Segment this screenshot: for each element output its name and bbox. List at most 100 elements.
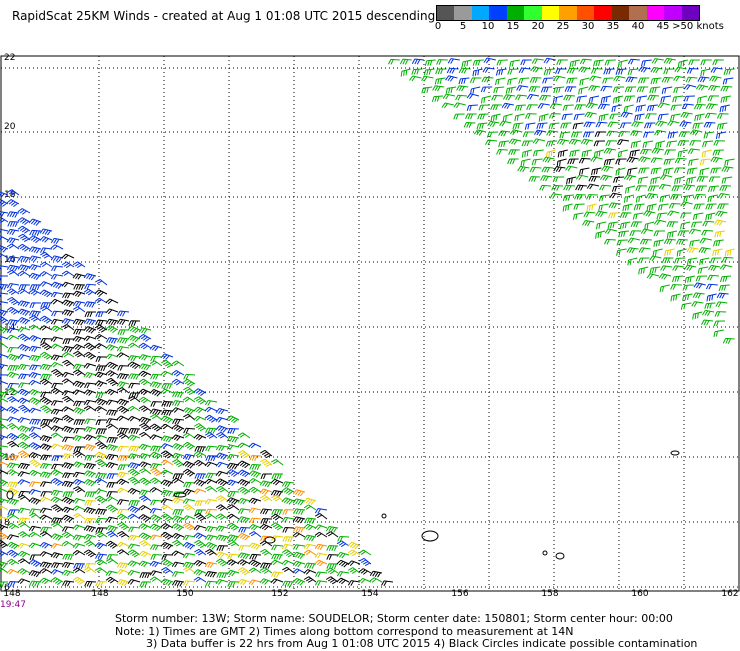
map-frame bbox=[0, 55, 740, 592]
wind-barb bbox=[293, 508, 306, 515]
footer-note-1: Note: 1) Times are GMT 2) Times along bo… bbox=[115, 624, 574, 638]
wind-barb bbox=[677, 149, 688, 158]
wind-barb bbox=[553, 86, 565, 94]
wind-barb bbox=[358, 549, 372, 556]
lon-label: 162 bbox=[721, 589, 738, 599]
wind-barb bbox=[625, 76, 638, 83]
wind-barb bbox=[629, 230, 642, 237]
wind-barb bbox=[292, 551, 306, 560]
wind-barb bbox=[84, 311, 97, 318]
wind-barb bbox=[325, 576, 339, 585]
wind-barb bbox=[160, 498, 174, 504]
wind-barb bbox=[644, 122, 656, 129]
wind-barb bbox=[7, 296, 20, 306]
wind-barb bbox=[520, 59, 532, 66]
island-outline bbox=[542, 550, 548, 556]
wind-barb bbox=[677, 140, 690, 147]
wind-barb bbox=[61, 531, 75, 539]
wind-barb bbox=[658, 273, 672, 280]
wind-barb bbox=[72, 534, 86, 541]
wind-barb bbox=[248, 478, 262, 484]
wind-barb bbox=[61, 444, 75, 452]
wind-barb bbox=[347, 549, 361, 557]
legend-color-bar bbox=[436, 5, 700, 21]
wind-barb bbox=[445, 86, 457, 94]
wind-barb bbox=[619, 212, 632, 219]
wind-barb bbox=[39, 471, 53, 479]
wind-barb bbox=[194, 548, 207, 556]
wind-barb bbox=[94, 495, 108, 504]
wind-barb bbox=[470, 86, 481, 95]
wind-barb bbox=[18, 494, 31, 502]
wind-barb bbox=[688, 158, 699, 166]
wind-barb bbox=[194, 512, 207, 522]
wind-barb bbox=[281, 543, 295, 550]
wind-barb bbox=[39, 261, 53, 268]
wind-barb bbox=[7, 481, 20, 488]
wind-barb bbox=[73, 419, 86, 426]
wind-barb bbox=[6, 319, 20, 326]
wind-barb bbox=[569, 59, 580, 68]
wind-barb bbox=[193, 532, 207, 540]
wind-barb bbox=[106, 530, 119, 538]
wind-barb bbox=[204, 513, 218, 520]
wind-barb bbox=[526, 104, 538, 111]
wind-barb bbox=[626, 156, 639, 163]
wind-barb bbox=[517, 165, 530, 173]
wind-barb bbox=[281, 549, 295, 558]
wind-barb bbox=[17, 471, 31, 477]
wind-barb bbox=[72, 290, 86, 298]
wind-barb bbox=[611, 185, 624, 192]
wind-barb bbox=[72, 524, 86, 531]
lon-label: 148 bbox=[91, 589, 108, 599]
wind-barb bbox=[689, 140, 702, 146]
wind-barb bbox=[182, 468, 196, 477]
wind-barb bbox=[29, 508, 42, 515]
wind-barb bbox=[62, 359, 75, 367]
wind-barb bbox=[204, 561, 218, 569]
wind-barb bbox=[149, 507, 163, 514]
wind-barb bbox=[127, 462, 141, 470]
wind-barb bbox=[149, 523, 163, 532]
wind-barb bbox=[0, 235, 9, 241]
wind-barb bbox=[653, 239, 664, 247]
wind-barb bbox=[40, 526, 53, 533]
wind-barb bbox=[61, 270, 75, 277]
legend-swatch bbox=[681, 6, 700, 20]
wind-barb bbox=[694, 193, 706, 200]
wind-barb bbox=[226, 504, 240, 511]
wind-barb bbox=[127, 560, 141, 567]
wind-barb bbox=[598, 194, 610, 202]
wind-barb bbox=[50, 318, 64, 325]
wind-barb bbox=[465, 113, 477, 120]
wind-barb bbox=[507, 158, 519, 165]
wind-barb bbox=[556, 138, 570, 146]
wind-barb bbox=[84, 580, 97, 587]
wind-barb bbox=[0, 418, 9, 424]
wind-barb bbox=[138, 443, 152, 451]
wind-barb bbox=[61, 299, 75, 307]
wind-barb bbox=[182, 522, 196, 531]
wind-barb bbox=[6, 288, 20, 295]
wind-barb bbox=[683, 264, 697, 271]
wind-barb bbox=[670, 293, 681, 302]
wind-barb bbox=[606, 130, 619, 137]
wind-barb bbox=[603, 147, 616, 155]
wind-barb bbox=[237, 567, 251, 576]
wind-barb bbox=[719, 185, 732, 191]
wind-barb bbox=[495, 77, 506, 86]
wind-barb bbox=[477, 113, 489, 120]
wind-barb bbox=[441, 102, 454, 109]
wind-barb bbox=[171, 400, 185, 407]
wind-barb bbox=[127, 415, 141, 422]
wind-barb bbox=[183, 373, 196, 380]
wind-barb bbox=[248, 442, 262, 449]
wind-barb bbox=[105, 462, 119, 469]
wind-barb bbox=[656, 212, 668, 220]
wind-barb bbox=[645, 192, 658, 200]
wind-barb bbox=[138, 327, 152, 334]
wind-speed-legend: 0 5 10 15 20 25 30 35 40 45 >50 knots bbox=[435, 5, 736, 37]
wind-barb bbox=[83, 426, 97, 433]
wind-barb bbox=[39, 271, 53, 277]
wind-barb bbox=[50, 361, 64, 368]
